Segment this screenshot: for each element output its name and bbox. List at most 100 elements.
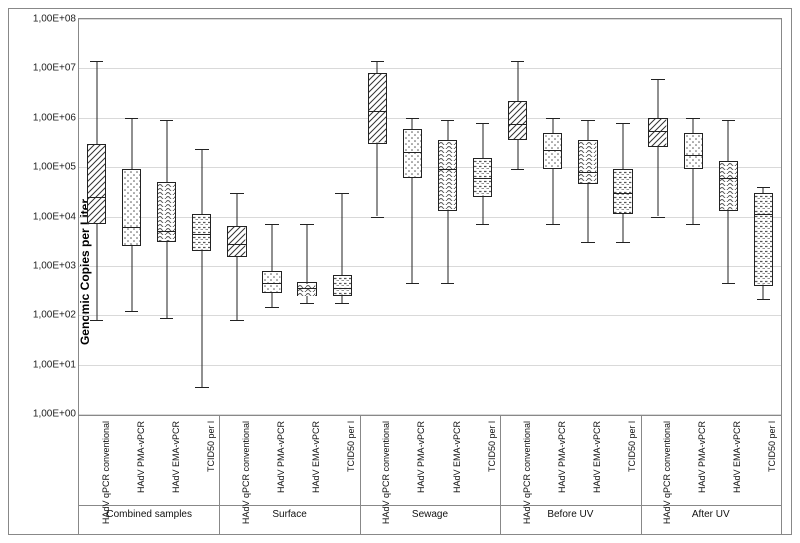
whisker-cap [230, 193, 244, 194]
whisker-cap [441, 283, 455, 284]
whisker-cap [406, 283, 420, 284]
x-tick-label: TCID50 per l [627, 421, 637, 472]
x-tick-label: HAdV qPCR conventional [662, 421, 672, 524]
y-tick-label: 1,00E+04 [32, 211, 76, 222]
whisker-cap [651, 217, 665, 218]
median-line [157, 231, 176, 232]
whisker-cap [722, 283, 736, 284]
box [648, 118, 667, 148]
whisker-cap [686, 224, 700, 225]
whisker-cap [511, 169, 525, 170]
whisker-cap [125, 311, 139, 312]
whisker-cap [125, 118, 139, 119]
median-line [543, 150, 562, 151]
whisker-cap [195, 149, 209, 150]
gridline [79, 167, 781, 168]
median-line [333, 288, 352, 289]
box [122, 169, 141, 246]
box [333, 275, 352, 295]
median-line [122, 227, 141, 228]
box [368, 73, 387, 143]
whisker-cap [616, 123, 630, 124]
x-tick-label: TCID50 per l [206, 421, 216, 472]
box [262, 271, 281, 294]
box [613, 169, 632, 214]
box [157, 182, 176, 242]
x-tick-label: HAdV qPCR conventional [522, 421, 532, 524]
gridline [79, 315, 781, 316]
plot-area [78, 18, 782, 415]
gridline [79, 68, 781, 69]
x-tick-label: HAdV PMA-vPCR [557, 421, 567, 493]
median-line [473, 178, 492, 179]
x-tick-label: HAdV EMA-vPCR [311, 421, 321, 493]
whisker-cap [335, 193, 349, 194]
median-line [719, 178, 738, 179]
y-tick-label: 1,00E+00 [32, 409, 76, 420]
whisker-cap [476, 123, 490, 124]
x-tick-label: HAdV EMA-vPCR [171, 421, 181, 493]
gridline [79, 266, 781, 267]
whisker-cap [300, 303, 314, 304]
median-line [578, 172, 597, 173]
whisker-cap [300, 224, 314, 225]
group-label: Combined samples [79, 509, 219, 520]
whisker-cap [160, 318, 174, 319]
whisker-cap [581, 120, 595, 121]
median-line [438, 169, 457, 170]
whisker [201, 149, 202, 387]
box [754, 193, 773, 286]
x-tick-label: HAdV PMA-vPCR [416, 421, 426, 493]
y-tick-label: 1,00E+07 [32, 63, 76, 74]
y-tick-label: 1,00E+03 [32, 260, 76, 271]
whisker-cap [722, 120, 736, 121]
median-line [613, 193, 632, 194]
box [438, 140, 457, 211]
x-tick-label: HAdV PMA-vPCR [697, 421, 707, 493]
median-line [684, 155, 703, 156]
whisker-cap [546, 118, 560, 119]
boxplot-chart: Genomic Copies per Liter 1,00E+001,00E+0… [0, 0, 800, 543]
whisker-cap [441, 120, 455, 121]
median-line [87, 197, 106, 198]
whisker-cap [371, 217, 385, 218]
whisker-cap [406, 118, 420, 119]
x-tick-label: HAdV EMA-vPCR [592, 421, 602, 493]
gridline [79, 118, 781, 119]
whisker-cap [195, 387, 209, 388]
box [508, 101, 527, 140]
x-tick-label: TCID50 per l [346, 421, 356, 472]
y-tick-label: 1,00E+01 [32, 359, 76, 370]
box [684, 133, 703, 170]
median-line [297, 288, 316, 289]
gridline [79, 365, 781, 366]
whisker-cap [581, 242, 595, 243]
whisker-cap [476, 224, 490, 225]
median-line [648, 131, 667, 132]
whisker-cap [90, 320, 104, 321]
whisker [272, 224, 273, 306]
y-tick-label: 1,00E+08 [32, 14, 76, 25]
box [719, 161, 738, 210]
median-line [508, 124, 527, 125]
median-line [192, 234, 211, 235]
y-tick-label: 1,00E+06 [32, 112, 76, 123]
box [578, 140, 597, 184]
median-line [754, 214, 773, 215]
x-tick-label: HAdV PMA-vPCR [276, 421, 286, 493]
whisker-cap [160, 120, 174, 121]
whisker-cap [757, 187, 771, 188]
y-tick-label: 1,00E+05 [32, 162, 76, 173]
whisker-cap [335, 303, 349, 304]
box [403, 129, 422, 178]
median-line [368, 111, 387, 112]
x-tick-label: TCID50 per l [767, 421, 777, 472]
whisker-cap [616, 242, 630, 243]
median-line [227, 244, 246, 245]
x-tick-label: HAdV EMA-vPCR [732, 421, 742, 493]
x-tick-label: HAdV PMA-vPCR [136, 421, 146, 493]
whisker-cap [651, 79, 665, 80]
whisker-cap [686, 118, 700, 119]
whisker-cap [230, 320, 244, 321]
x-tick-label: HAdV qPCR conventional [241, 421, 251, 524]
